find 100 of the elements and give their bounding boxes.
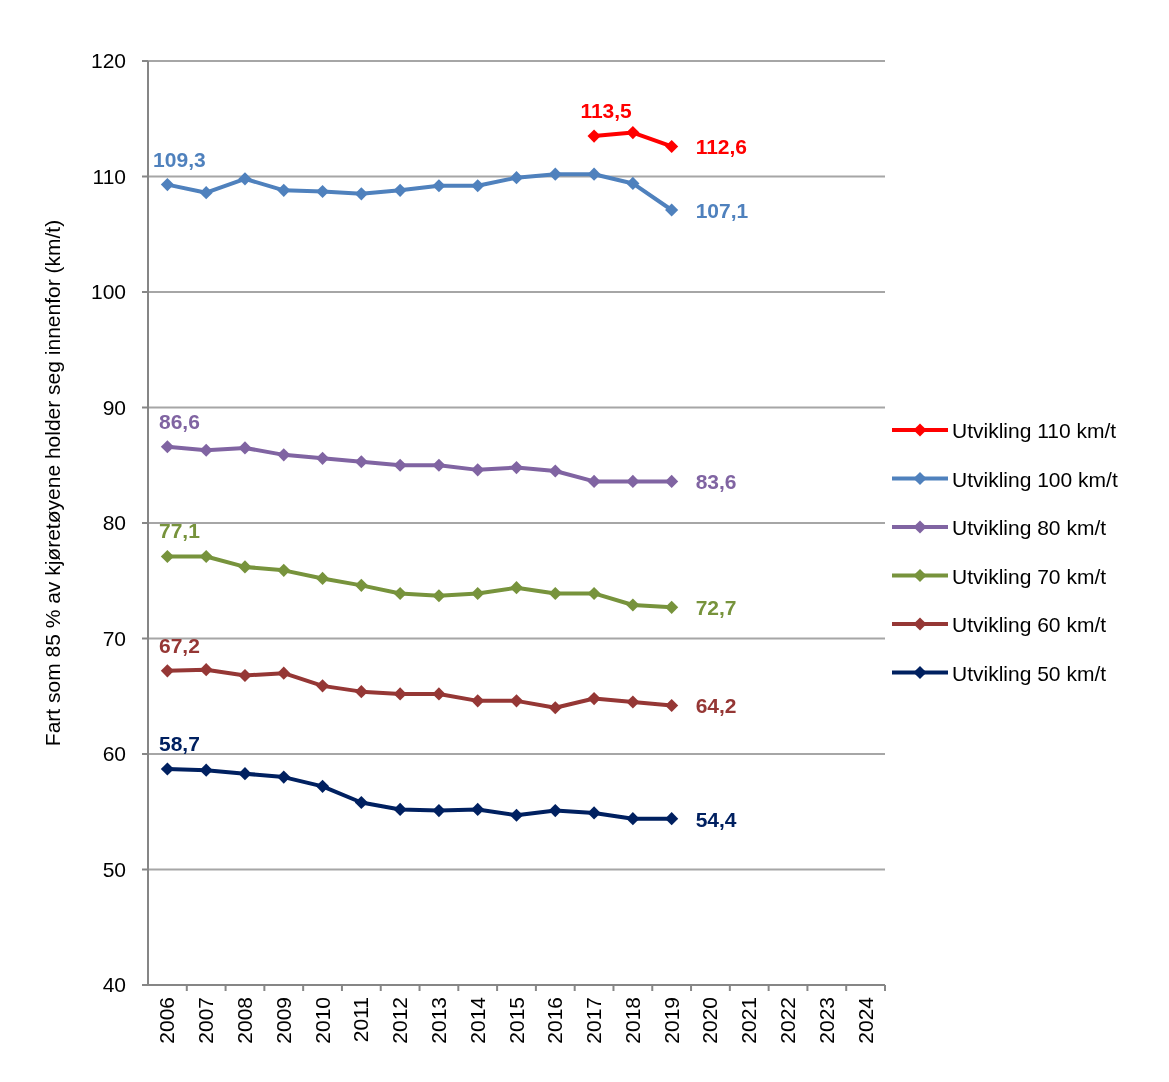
legend-label: Utvikling 60 km/t — [952, 613, 1107, 636]
data-label: 83,6 — [695, 470, 737, 494]
point — [238, 172, 252, 186]
point — [626, 598, 640, 612]
point — [432, 589, 446, 603]
data-label: 112,6 — [695, 135, 748, 159]
point — [432, 179, 446, 193]
point — [626, 474, 640, 488]
x-tick-label: 2012 — [388, 997, 412, 1044]
point — [626, 176, 640, 190]
point — [665, 812, 679, 826]
x-tick-label: 2019 — [659, 997, 683, 1044]
point — [315, 679, 330, 693]
point — [509, 808, 524, 822]
point — [471, 694, 485, 708]
y-tick-label: 70 — [102, 626, 126, 650]
x-tick-label: 2008 — [232, 997, 256, 1044]
data-label: 72,7 — [695, 596, 737, 620]
x-tick-label: 2016 — [543, 997, 567, 1044]
point — [587, 129, 601, 143]
point — [548, 586, 562, 601]
data-label: 54,4 — [695, 807, 737, 831]
point — [354, 685, 368, 699]
point — [160, 549, 174, 564]
x-tick-label: 2022 — [776, 997, 800, 1044]
point — [277, 448, 291, 462]
data-label: 113,5 — [580, 99, 633, 123]
point — [548, 701, 562, 715]
point — [277, 770, 291, 784]
x-tick-label: 2009 — [271, 997, 295, 1044]
point — [238, 767, 252, 781]
point — [393, 802, 407, 817]
data-label: 64,2 — [695, 694, 737, 718]
x-tick-label: 2013 — [426, 997, 450, 1044]
y-tick-label: 110 — [92, 164, 126, 188]
point — [471, 463, 485, 477]
x-tick-label: 2017 — [582, 997, 606, 1044]
point — [277, 563, 291, 577]
point — [471, 586, 485, 601]
point — [548, 167, 562, 181]
point — [432, 687, 446, 701]
point — [393, 458, 407, 472]
point — [199, 186, 213, 200]
point — [548, 804, 562, 818]
point — [665, 139, 679, 154]
point — [354, 795, 368, 810]
point — [665, 203, 679, 217]
point — [160, 664, 174, 678]
x-tick-label: 2010 — [310, 997, 334, 1044]
point — [315, 451, 330, 465]
point — [471, 802, 485, 817]
point — [393, 183, 407, 197]
legend-label: Utvikling 70 km/t — [952, 564, 1107, 588]
point — [626, 695, 640, 709]
point — [665, 698, 679, 713]
point — [354, 187, 368, 201]
x-tick-label: 2023 — [814, 997, 838, 1044]
point — [626, 812, 640, 826]
point — [160, 440, 174, 454]
y-tick-label: 40 — [102, 973, 126, 996]
y-tick-label: 60 — [102, 742, 126, 765]
data-label: 107,1 — [695, 198, 749, 222]
point — [160, 762, 174, 776]
point — [238, 560, 252, 574]
point — [199, 549, 213, 564]
point — [509, 581, 524, 595]
y-tick-label: 80 — [102, 511, 126, 534]
x-tick-label: 2015 — [504, 997, 528, 1044]
point — [277, 183, 291, 197]
x-tick-label: 2020 — [698, 997, 722, 1044]
point — [354, 455, 368, 469]
point — [160, 178, 174, 192]
point — [665, 474, 679, 488]
point — [277, 666, 291, 680]
legend-label: Utvikling 110 km/t — [952, 419, 1117, 442]
point — [587, 474, 601, 488]
legend-label: Utvikling 100 km/t — [952, 467, 1118, 491]
x-tick-label: 2018 — [620, 997, 644, 1044]
x-tick-label: 2024 — [853, 996, 877, 1044]
point — [238, 441, 252, 455]
point — [587, 806, 601, 820]
x-tick-label: 2021 — [737, 997, 761, 1044]
data-label: 67,2 — [158, 633, 200, 657]
point — [587, 167, 601, 181]
point — [432, 458, 446, 472]
y-tick-label: 100 — [90, 280, 126, 303]
point — [471, 179, 485, 193]
point — [548, 464, 562, 478]
data-label: 86,6 — [158, 409, 200, 433]
x-tick-label: 2011 — [349, 997, 373, 1043]
point — [587, 586, 601, 601]
legend-label: Utvikling 80 km/t — [952, 516, 1107, 539]
point — [354, 578, 368, 592]
point — [199, 663, 213, 677]
point — [509, 694, 524, 708]
point — [509, 460, 524, 475]
data-label: 77,1 — [158, 519, 201, 543]
y-axis-title: Fart som 85 % av kjøretøyene holder seg innenfor (km/t) — [41, 219, 64, 747]
point — [238, 668, 252, 683]
point — [199, 763, 213, 777]
